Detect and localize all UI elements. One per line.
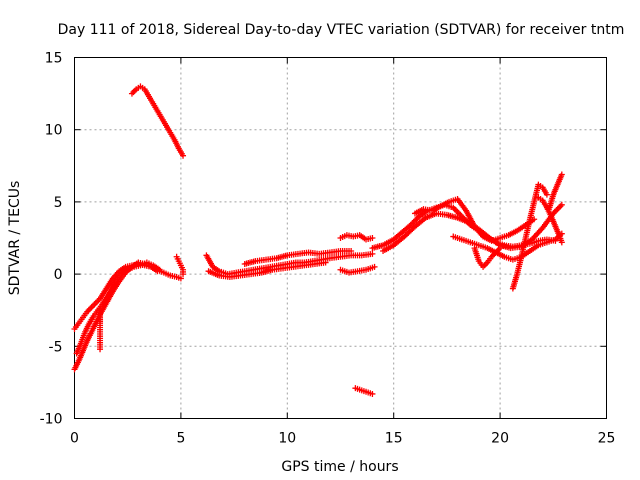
x-tick-label: 0 [70,431,79,447]
data-point [543,191,550,198]
series-arc-4 [97,305,104,353]
data-point [322,259,329,266]
x-tick-label: 20 [491,431,509,447]
y-tick-label: 5 [54,195,63,211]
data-point [97,305,104,312]
y-tick-label: -5 [49,339,63,355]
axis-ticks: 0 5 10 15 20 25 -10 -5 0 5 10 15 [40,51,616,447]
series-arc-11 [337,263,378,276]
data-point [497,245,504,252]
data-point [177,275,184,282]
data-points [71,83,565,397]
series-arc-12 [352,385,376,397]
data-point [371,263,378,270]
y-tick-label: -10 [40,412,63,428]
series-arc-8 [205,259,329,280]
series-arc-6 [128,83,187,159]
x-axis-label: GPS time / hours [281,459,398,475]
x-tick-label: 25 [598,431,616,447]
data-point [369,235,376,241]
series-arc-20 [546,171,565,213]
data-point [369,250,376,257]
y-tick-label: 10 [45,123,63,139]
y-tick-label: 15 [45,51,63,67]
plot-frame [74,57,607,419]
chart-title: Day 111 of 2018, Sidereal Day-to-day VTE… [58,22,625,38]
x-tick-label: 10 [278,431,296,447]
data-point [180,152,187,159]
series-arc-9 [241,247,355,267]
data-point [558,239,565,246]
data-point [180,271,187,278]
data-point [348,247,355,254]
y-axis-label: SDTVAR / TECUs [7,181,23,296]
data-point [369,390,376,397]
data-point [558,201,565,208]
data-point [558,171,565,178]
series-arc-10 [337,232,376,243]
series-arc-17 [471,245,504,270]
x-tick-label: 15 [385,431,403,447]
series-arc-5 [173,253,187,278]
series-arc-18 [509,181,550,292]
x-tick-label: 5 [176,431,185,447]
data-point [156,266,163,273]
y-tick-label: 0 [54,267,63,283]
